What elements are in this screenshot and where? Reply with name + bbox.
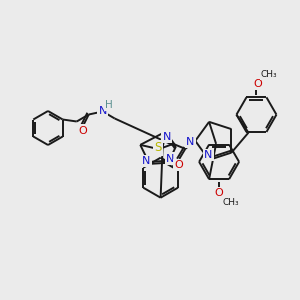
Text: O: O — [174, 160, 183, 170]
Text: N: N — [162, 132, 171, 142]
Text: N: N — [186, 137, 194, 147]
Text: N: N — [204, 150, 212, 160]
Text: CH₃: CH₃ — [260, 70, 277, 79]
Text: H: H — [105, 100, 112, 110]
Text: O: O — [78, 125, 87, 136]
Text: N: N — [98, 106, 107, 116]
Text: N: N — [166, 154, 175, 164]
Text: O: O — [215, 188, 224, 198]
Text: O: O — [253, 79, 262, 88]
Text: CH₃: CH₃ — [222, 198, 239, 207]
Text: S: S — [154, 141, 162, 154]
Text: N: N — [142, 156, 151, 166]
